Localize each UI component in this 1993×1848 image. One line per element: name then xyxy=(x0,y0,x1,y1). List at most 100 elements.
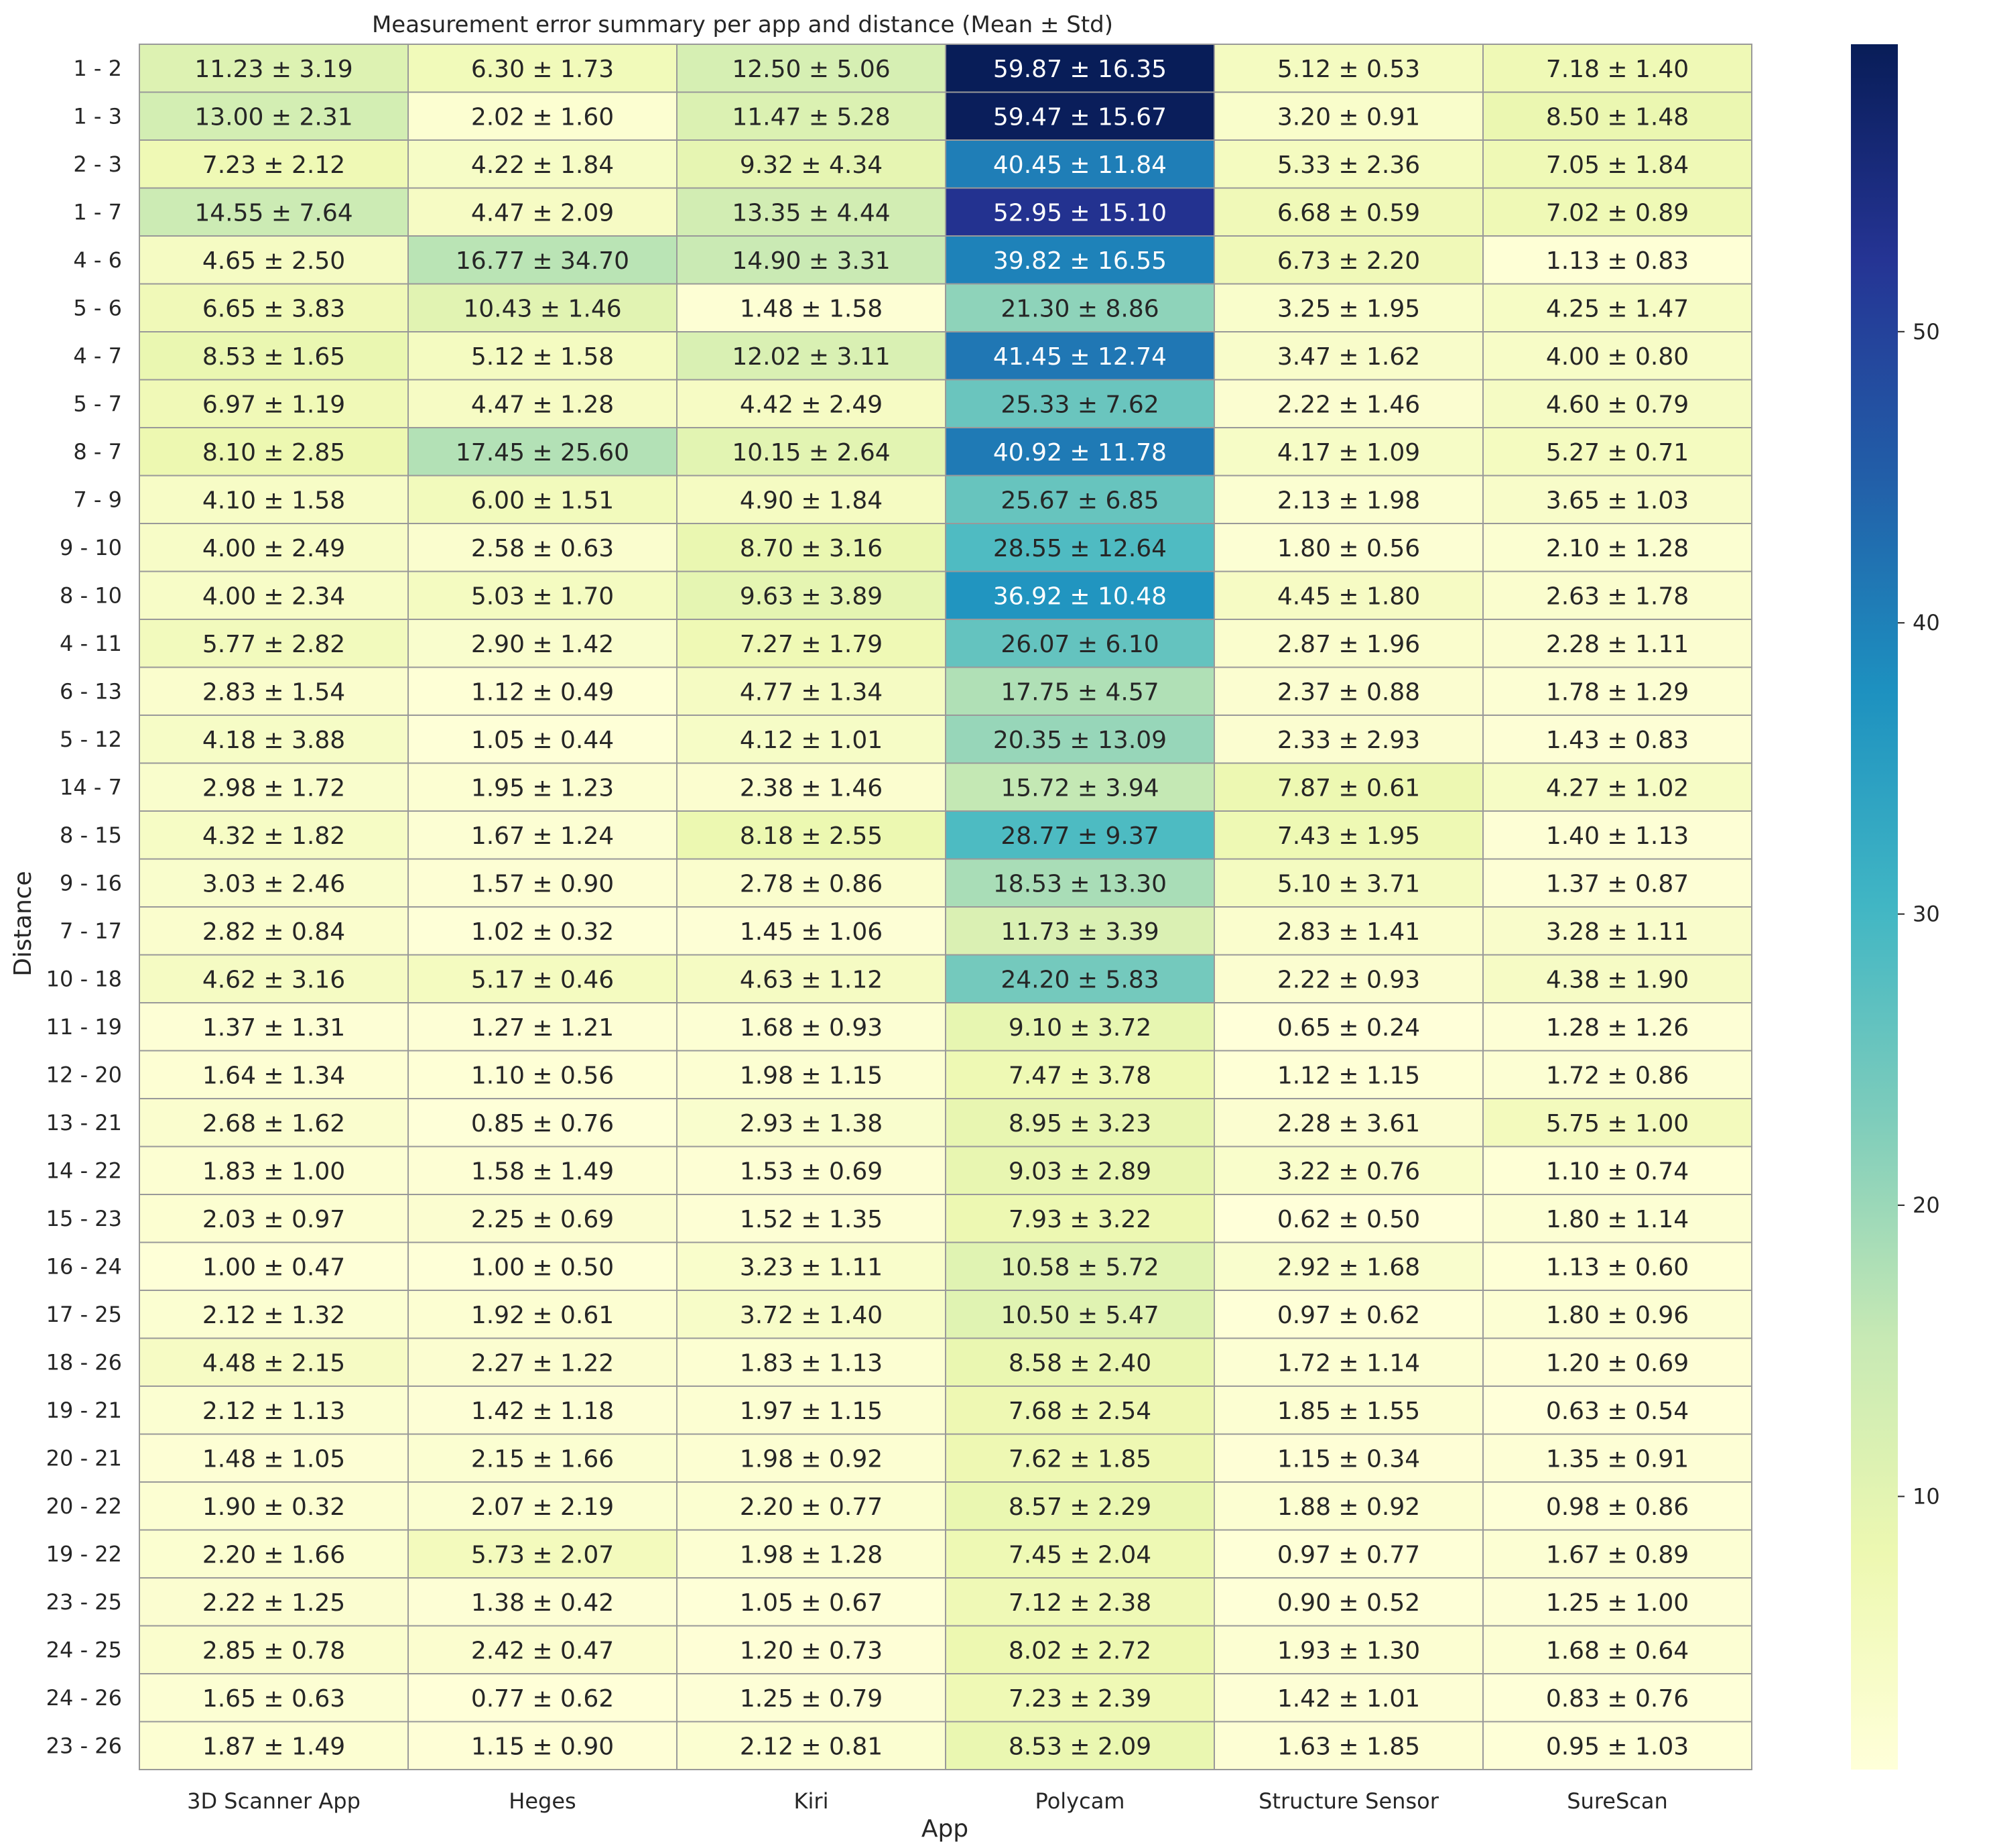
heatmap-cell xyxy=(676,1433,946,1483)
heatmap-cell xyxy=(407,1481,678,1531)
heatmap-cell xyxy=(139,44,409,93)
heatmap-cell xyxy=(139,1002,409,1052)
cell-annotation: 9.10 ± 3.72 xyxy=(1009,1014,1151,1042)
heatmap-cell xyxy=(1214,427,1484,477)
heatmap-cell xyxy=(407,1241,678,1291)
cell-annotation: 1.15 ± 0.90 xyxy=(471,1733,614,1760)
cell-annotation: 0.98 ± 0.86 xyxy=(1546,1493,1689,1521)
cell-annotation: 2.22 ± 1.25 xyxy=(202,1589,345,1617)
heatmap-cell xyxy=(1482,762,1752,812)
cell-annotation: 4.00 ± 2.49 xyxy=(202,535,345,562)
heatmap-cell xyxy=(139,1337,409,1387)
cell-annotation: 2.10 ± 1.28 xyxy=(1546,535,1689,562)
cell-annotation: 1.00 ± 0.47 xyxy=(202,1253,345,1281)
cell-annotation: 4.22 ± 1.84 xyxy=(471,151,614,179)
colorbar-tick-label: 10 xyxy=(1913,1484,1940,1510)
heatmap-cell xyxy=(139,1529,409,1579)
y-tick-label: 20 - 21 xyxy=(46,1445,122,1471)
cell-annotation: 2.13 ± 1.98 xyxy=(1277,487,1420,514)
cell-annotation: 1.63 ± 1.85 xyxy=(1277,1733,1420,1760)
heatmap-cell xyxy=(1214,666,1484,716)
heatmap-cell xyxy=(1482,906,1752,956)
cell-annotation: 8.53 ± 1.65 xyxy=(202,343,345,371)
cell-annotation: 1.48 ± 1.58 xyxy=(740,295,883,322)
heatmap-cell xyxy=(1482,1385,1752,1435)
cell-annotation: 2.20 ± 1.66 xyxy=(202,1541,345,1568)
heatmap-cell xyxy=(1482,666,1752,716)
heatmap-cell xyxy=(139,715,409,764)
cell-annotation: 13.35 ± 4.44 xyxy=(732,199,890,227)
heatmap-cell xyxy=(1214,858,1484,908)
heatmap-cell xyxy=(139,475,409,524)
heatmap-cell xyxy=(407,619,678,668)
cell-annotation: 2.25 ± 0.69 xyxy=(471,1206,614,1233)
cell-annotation: 4.65 ± 2.50 xyxy=(202,247,345,275)
cell-annotation: 1.97 ± 1.15 xyxy=(740,1398,883,1425)
heatmap-cell xyxy=(1482,139,1752,189)
heatmap-cell xyxy=(1482,91,1752,141)
cell-annotation: 1.38 ± 0.42 xyxy=(471,1589,614,1617)
heatmap-cell xyxy=(945,954,1215,1003)
cell-annotation: 36.92 ± 10.48 xyxy=(993,582,1167,610)
cell-annotation: 1.37 ± 0.87 xyxy=(1546,870,1689,898)
cell-annotation: 1.68 ± 0.64 xyxy=(1546,1637,1689,1664)
cell-annotation: 1.25 ± 0.79 xyxy=(740,1685,883,1713)
heatmap-cell xyxy=(1482,235,1752,285)
cell-annotation: 5.12 ± 0.53 xyxy=(1277,56,1420,83)
cell-annotation: 4.12 ± 1.01 xyxy=(740,727,883,754)
heatmap-cell xyxy=(1214,954,1484,1003)
y-tick-label: 16 - 24 xyxy=(46,1253,122,1279)
cell-annotation: 21.30 ± 8.86 xyxy=(1001,295,1159,322)
heatmap-cell xyxy=(1482,523,1752,572)
y-tick-label: 11 - 19 xyxy=(46,1014,122,1040)
y-tick-label: 2 - 3 xyxy=(73,151,122,177)
cell-annotation: 2.03 ± 0.97 xyxy=(202,1206,345,1233)
heatmap-cell xyxy=(407,570,678,620)
cell-annotation: 2.87 ± 1.96 xyxy=(1277,631,1420,658)
heatmap-cell xyxy=(945,619,1215,668)
cell-annotation: 2.85 ± 0.78 xyxy=(202,1637,345,1664)
y-tick-label: 19 - 21 xyxy=(46,1398,122,1423)
cell-annotation: 3.25 ± 1.95 xyxy=(1277,295,1420,322)
cell-annotation: 1.42 ± 1.01 xyxy=(1277,1685,1420,1713)
cell-annotation: 7.23 ± 2.39 xyxy=(1009,1685,1151,1713)
y-tick-label: 14 - 7 xyxy=(60,774,122,800)
heatmap-cell xyxy=(139,570,409,620)
heatmap-cell xyxy=(1214,1529,1484,1579)
cell-annotation: 4.38 ± 1.90 xyxy=(1546,966,1689,993)
cell-annotation: 13.00 ± 2.31 xyxy=(194,103,352,131)
colorbar-tick-label: 40 xyxy=(1913,610,1940,635)
y-tick-label: 1 - 7 xyxy=(73,199,122,225)
cell-annotation: 2.28 ± 3.61 xyxy=(1277,1110,1420,1137)
y-tick-label: 8 - 7 xyxy=(73,439,122,465)
heatmap-cell xyxy=(1482,1098,1752,1148)
cell-annotation: 1.48 ± 1.05 xyxy=(202,1445,345,1473)
heatmap-cell xyxy=(1482,1241,1752,1291)
heatmap-cell xyxy=(676,666,946,716)
heatmap-cell xyxy=(945,1290,1215,1339)
cell-annotation: 4.63 ± 1.12 xyxy=(740,966,883,993)
cell-annotation: 1.85 ± 1.55 xyxy=(1277,1398,1420,1425)
heatmap-cell xyxy=(407,187,678,237)
heatmap-cell xyxy=(139,858,409,908)
cell-annotation: 25.67 ± 6.85 xyxy=(1001,487,1159,514)
heatmap-cell xyxy=(1214,1194,1484,1243)
y-tick-label: 9 - 16 xyxy=(60,870,122,896)
heatmap-cell xyxy=(139,1050,409,1099)
cell-annotation: 3.22 ± 0.76 xyxy=(1277,1158,1420,1185)
cell-annotation: 5.27 ± 0.71 xyxy=(1546,439,1689,467)
y-tick-label: 13 - 21 xyxy=(46,1110,122,1135)
cell-annotation: 10.15 ± 2.64 xyxy=(732,439,890,467)
cell-annotation: 25.33 ± 7.62 xyxy=(1001,391,1159,418)
cell-annotation: 1.00 ± 0.50 xyxy=(471,1253,614,1281)
cell-annotation: 28.55 ± 12.64 xyxy=(993,535,1167,562)
y-tick-label: 19 - 22 xyxy=(46,1541,122,1566)
x-tick-labels: 3D Scanner App Heges Kiri Polycam Structure … xyxy=(187,1788,1668,1814)
cell-annotation: 10.50 ± 5.47 xyxy=(1001,1302,1159,1329)
cell-annotation: 2.93 ± 1.38 xyxy=(740,1110,883,1137)
heatmap-cell xyxy=(1214,379,1484,428)
cell-annotation: 3.23 ± 1.11 xyxy=(740,1253,883,1281)
y-tick-label: 5 - 6 xyxy=(73,295,122,320)
cell-annotation: 0.97 ± 0.77 xyxy=(1277,1541,1420,1568)
y-tick-label: 9 - 10 xyxy=(60,535,122,560)
